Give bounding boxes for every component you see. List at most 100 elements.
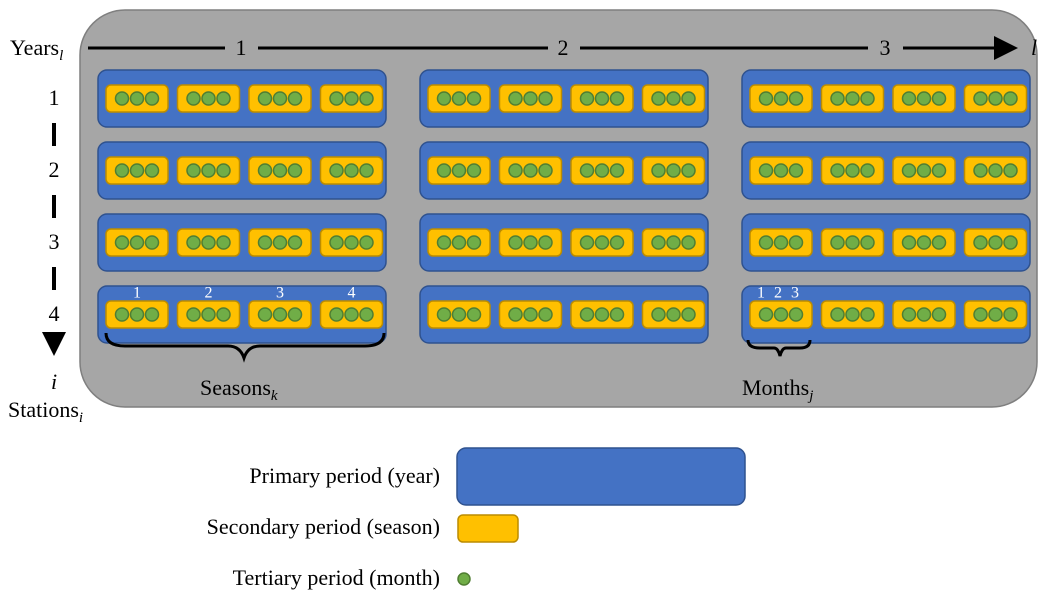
- month-dot: [257, 235, 273, 250]
- month-dot: [287, 307, 303, 322]
- brace: [104, 332, 386, 363]
- month-dot: [579, 307, 595, 322]
- year-block: [419, 141, 709, 200]
- month-dot: [359, 235, 374, 250]
- month-dot: [344, 307, 359, 322]
- subscript: k: [271, 388, 278, 404]
- month-dot: [860, 307, 875, 322]
- month-dot: [594, 91, 610, 106]
- legend-swatch: [456, 447, 746, 506]
- label: Stations: [8, 397, 79, 422]
- month-dot: [451, 235, 467, 250]
- month-dot: [272, 235, 288, 250]
- legend-swatch: [457, 572, 471, 586]
- month-dot: [973, 307, 988, 322]
- month-dot: [329, 235, 344, 250]
- station-label: 4: [49, 301, 60, 326]
- month-dot: [144, 307, 160, 322]
- years-label: Yearsl: [10, 35, 63, 64]
- month-dot: [666, 163, 681, 178]
- month-dot: [758, 91, 774, 106]
- legend-label: Primary period (year): [249, 463, 440, 488]
- month-dot: [201, 307, 216, 322]
- month-dot: [129, 235, 145, 250]
- legend-label: Tertiary period (month): [233, 565, 440, 590]
- month-dot: [773, 307, 789, 322]
- month-dot: [916, 163, 932, 178]
- month-dot: [144, 91, 160, 106]
- month-dot: [201, 163, 216, 178]
- month-dot: [272, 163, 288, 178]
- stations-label: Stationsi: [8, 397, 83, 426]
- season-number: 1: [133, 285, 141, 302]
- month-dot: [466, 307, 482, 322]
- month-dot: [201, 91, 216, 106]
- month-dot: [436, 307, 452, 322]
- month-dot: [901, 235, 917, 250]
- month-dot: [758, 235, 774, 250]
- month-dot: [359, 307, 374, 322]
- month-dot: [436, 235, 452, 250]
- month-dot: [216, 163, 231, 178]
- month-dot: [538, 163, 553, 178]
- month-dot: [830, 235, 845, 250]
- legend-label: Secondary period (season): [207, 514, 440, 539]
- month-dot: [508, 235, 523, 250]
- year-block: [97, 141, 387, 200]
- month-dot: [129, 307, 145, 322]
- month-dot: [788, 235, 804, 250]
- month-dot: [579, 163, 595, 178]
- month-dot: [1003, 91, 1018, 106]
- year-block: [741, 285, 1031, 344]
- month-dot: [287, 91, 303, 106]
- month-dot: [436, 163, 452, 178]
- month-dot: [359, 91, 374, 106]
- month-dot: [609, 307, 625, 322]
- month-dot: [186, 235, 201, 250]
- month-dot: [114, 91, 130, 106]
- month-dot: [451, 91, 467, 106]
- month-dot: [186, 307, 201, 322]
- month-dot: [272, 91, 288, 106]
- station-label: 1: [49, 85, 60, 110]
- month-dot: [523, 307, 538, 322]
- month-dot: [257, 91, 273, 106]
- month-dot: [466, 163, 482, 178]
- year-block: [97, 285, 387, 344]
- month-dot: [916, 91, 932, 106]
- month-dot: [973, 235, 988, 250]
- month-dot: [329, 91, 344, 106]
- month-dot: [845, 163, 860, 178]
- label: Seasons: [200, 375, 271, 400]
- month-dot: [788, 91, 804, 106]
- month-dot: [144, 235, 160, 250]
- month-dot: [845, 307, 860, 322]
- month-dot: [773, 235, 789, 250]
- month-dot: [988, 163, 1003, 178]
- year-block: [741, 69, 1031, 128]
- month-dot: [466, 235, 482, 250]
- month-dot: [609, 235, 625, 250]
- grid: [97, 69, 1031, 344]
- month-dot: [523, 91, 538, 106]
- month-dot: [257, 163, 273, 178]
- subscript: l: [59, 48, 63, 64]
- month-dot: [579, 235, 595, 250]
- year-block: [97, 69, 387, 128]
- month-dot: [931, 163, 947, 178]
- season-number: 4: [348, 285, 356, 302]
- month-dot: [216, 307, 231, 322]
- month-dot: [451, 163, 467, 178]
- month-dot: [845, 235, 860, 250]
- month-dot: [287, 235, 303, 250]
- station-label: 2: [49, 157, 60, 182]
- month-dot: [845, 91, 860, 106]
- month-dot: [931, 235, 947, 250]
- month-dot: [114, 163, 130, 178]
- month-number: 1: [757, 285, 765, 302]
- month-dot: [594, 235, 610, 250]
- month-dot: [830, 91, 845, 106]
- month-dot: [344, 235, 359, 250]
- seasons-label: Seasonsk: [200, 375, 278, 404]
